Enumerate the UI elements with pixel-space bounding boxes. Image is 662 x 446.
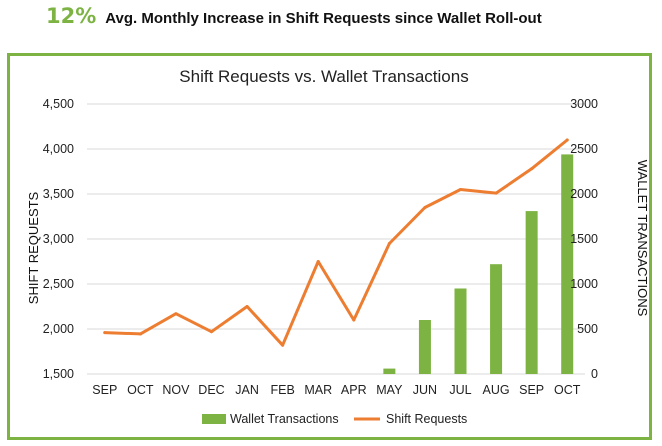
gridlines <box>87 103 585 375</box>
headline-value: 12% <box>46 4 97 28</box>
right-tick-label: 0 <box>591 367 598 381</box>
shift-requests-point <box>281 343 285 347</box>
left-axis-ticks: 1,500 2,000 2,500 3,000 3,500 4,000 4,500 <box>43 97 74 381</box>
wallet-bar <box>561 154 574 374</box>
shift-requests-point <box>423 206 427 209</box>
shift-requests-point <box>245 305 249 308</box>
left-tick-label: 2,500 <box>43 277 74 291</box>
left-tick-label: 4,000 <box>43 142 74 156</box>
x-tick-label: OCT <box>554 383 581 397</box>
x-tick-label: MAY <box>376 383 403 397</box>
right-tick-label: 1500 <box>570 232 598 246</box>
right-tick-label: 3000 <box>570 97 598 111</box>
shift-requests-point <box>103 331 107 335</box>
shift-requests-point <box>565 138 569 142</box>
wallet-bar <box>454 288 467 374</box>
left-tick-label: 1,500 <box>43 367 74 381</box>
x-tick-label: MAR <box>304 383 332 397</box>
line-series <box>103 138 569 347</box>
shift-requests-point <box>530 167 534 171</box>
shift-requests-point <box>459 188 462 191</box>
x-tick-label: NOV <box>162 383 190 397</box>
legend-swatch-wallet <box>202 414 226 424</box>
left-tick-label: 3,500 <box>43 187 74 201</box>
shift-requests-point <box>138 332 142 336</box>
headline-text: Avg. Monthly Increase in Shift Requests … <box>105 10 542 27</box>
left-tick-label: 3,000 <box>43 232 74 246</box>
chart-frame <box>7 53 652 440</box>
shift-requests-point <box>494 191 498 195</box>
right-tick-label: 2000 <box>570 187 598 201</box>
shift-requests-point <box>352 318 356 322</box>
wallet-bar <box>418 320 431 374</box>
shift-requests-point <box>210 330 213 334</box>
bar-series <box>383 154 574 374</box>
chart-title: Shift Requests vs. Wallet Transactions <box>179 67 468 86</box>
left-axis-label: SHIFT REQUESTS <box>26 191 41 304</box>
legend-label-wallet: Wallet Transactions <box>230 412 339 426</box>
right-tick-label: 500 <box>577 322 598 336</box>
x-tick-label: SEP <box>519 383 544 397</box>
left-tick-label: 2,000 <box>43 322 74 336</box>
headline: 12% Avg. Monthly Increase in Shift Reque… <box>46 4 542 34</box>
right-axis-label: WALLET TRANSACTIONS <box>635 160 650 317</box>
right-axis-ticks: 0 500 1000 1500 2000 2500 3000 <box>570 97 598 381</box>
legend-label-shift: Shift Requests <box>386 412 467 426</box>
shift-requests-point <box>316 260 320 263</box>
x-tick-label: JAN <box>235 383 259 397</box>
wallet-bar <box>490 264 503 374</box>
right-tick-label: 1000 <box>570 277 598 291</box>
left-tick-label: 4,500 <box>43 97 74 111</box>
x-tick-label: APR <box>341 383 367 397</box>
x-tick-label: DEC <box>198 383 224 397</box>
shift-requests-point <box>174 312 178 316</box>
x-axis-ticks: SEP OCT NOV DEC JAN FEB MAR APR MAY JUN JUL AUG SEP O… <box>92 383 580 397</box>
x-tick-label: AUG <box>483 383 510 397</box>
legend: Wallet Transactions Shift Requests <box>202 412 467 426</box>
x-tick-label: JUN <box>413 383 437 397</box>
x-tick-label: OCT <box>127 383 154 397</box>
shift-requests-point <box>387 242 391 245</box>
x-tick-label: JUL <box>449 383 471 397</box>
right-tick-label: 2500 <box>570 142 598 156</box>
shift-requests-line <box>103 138 569 347</box>
x-tick-label: FEB <box>270 383 294 397</box>
wallet-bar <box>383 368 396 374</box>
x-tick-label: SEP <box>92 383 117 397</box>
wallet-bar <box>525 211 538 374</box>
